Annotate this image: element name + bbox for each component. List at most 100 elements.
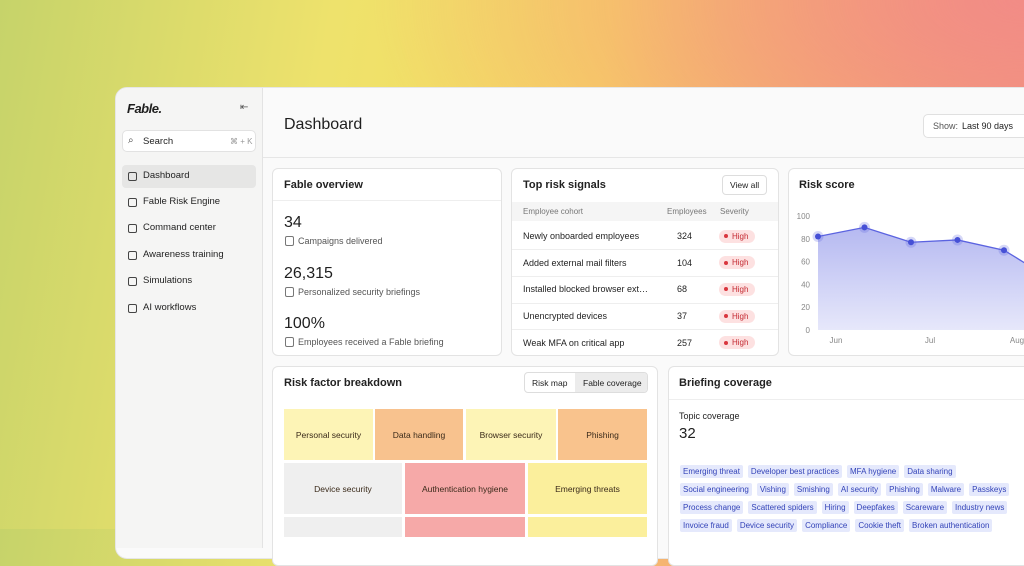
nav-item[interactable]: AI workflows (143, 302, 197, 313)
tag-row: Invoice fraud Device security Compliance Co… (680, 519, 993, 532)
divider (273, 200, 501, 201)
topic-tag[interactable]: Compliance (802, 519, 851, 532)
treemap-cell[interactable]: Browser security (466, 409, 556, 460)
severity-badge (719, 282, 755, 296)
nav-item[interactable]: Awareness training (143, 249, 224, 260)
cohort: Installed blocked browser ext… (523, 284, 649, 295)
topic-tag[interactable]: Data sharing (904, 465, 956, 478)
topic-tag[interactable]: Deepfakes (853, 501, 898, 514)
severity-dot (724, 287, 728, 292)
search-placeholder: Search (143, 136, 174, 147)
sidebar (116, 88, 263, 548)
y-tick-label: 20 (801, 303, 810, 312)
area (818, 227, 1024, 330)
topic-tag[interactable]: Developer best practices (747, 465, 842, 478)
cohort: Unencrypted devices (523, 311, 608, 322)
topic-tag[interactable]: Hiring (821, 501, 849, 514)
row-divider (512, 249, 778, 251)
nav-icon (128, 172, 137, 181)
nav-item[interactable]: Command center (143, 222, 216, 233)
cohort: Weak MFA on critical app (523, 337, 625, 348)
stat-label: Employees received a Fable briefing (298, 337, 444, 347)
date-filter[interactable] (923, 114, 1024, 138)
stat-icon (285, 236, 294, 246)
severity-badge (719, 336, 755, 350)
treemap-cell[interactable]: Authentication hygiene (405, 463, 525, 514)
row-divider (512, 275, 778, 277)
nav-item[interactable]: Dashboard (143, 170, 190, 181)
y-tick-label: 40 (801, 280, 810, 289)
treemap-cell (528, 517, 647, 537)
treemap-cell (284, 517, 402, 537)
employee-count: 68 (677, 284, 688, 295)
topic-tag[interactable]: Invoice fraud (680, 519, 732, 532)
search-box[interactable] (122, 130, 256, 152)
filter-label: Show: (933, 121, 959, 131)
card-title: Risk factor breakdown (284, 377, 402, 389)
topic-tag[interactable]: Scattered spiders (748, 501, 817, 514)
topic-tag[interactable]: MFA hygiene (846, 465, 900, 478)
topic-tag[interactable]: Phishing (886, 483, 923, 496)
column-header: Employee cohort (523, 207, 584, 216)
treemap-cell (405, 517, 525, 537)
view-all-label: View all (730, 180, 760, 190)
line (817, 226, 1024, 264)
severity-badge (719, 229, 755, 243)
topic-tag[interactable]: Device security (736, 519, 798, 532)
tab[interactable]: Fable coverage (583, 378, 642, 388)
nav-selected (122, 165, 256, 188)
topic-tag[interactable]: Social engineering (680, 483, 752, 496)
severity-dot (724, 340, 728, 345)
cohort: Added external mail filters (523, 257, 627, 268)
topic-tag[interactable]: Malware (927, 483, 965, 496)
tag-row: Emerging threat Developer best practices M… (680, 465, 956, 478)
stat-label: Campaigns delivered (298, 236, 383, 246)
nav-item[interactable]: Simulations (143, 275, 193, 286)
topic-tag[interactable]: Scareware (902, 501, 948, 514)
topic-tag[interactable]: Emerging threat (680, 465, 743, 478)
topic-tag[interactable]: Broken authentication (909, 519, 993, 532)
column-header: Severity (720, 207, 749, 216)
point (861, 224, 868, 231)
severity: High (732, 258, 749, 268)
severity-badge (719, 256, 755, 270)
card-title: Top risk signals (523, 179, 606, 191)
nav-icon (128, 304, 137, 313)
topic-tag[interactable]: Smishing (793, 483, 833, 496)
severity: High (732, 284, 749, 294)
topic-tag[interactable]: AI security (837, 483, 882, 496)
risk-chart: 0 20 40 60 80 100 Jun Jul Aug (797, 212, 1024, 345)
stat-icon (285, 286, 294, 297)
topic-count: 32 (679, 425, 696, 442)
x-tick-label: Jun (830, 336, 843, 345)
treemap-cell[interactable]: Data handling (375, 409, 463, 460)
y-tick-label: 0 (806, 326, 811, 335)
x-tick-label: Jul (925, 336, 935, 345)
treemap-cell[interactable]: Phishing (558, 409, 647, 460)
x-tick-label: Aug (1010, 336, 1024, 345)
topic-tag[interactable]: Industry news (952, 501, 1008, 514)
point (908, 239, 914, 246)
divider (669, 399, 1024, 400)
topic-tag[interactable]: Vishing (756, 483, 789, 496)
view-all-button[interactable] (722, 175, 767, 195)
logo[interactable]: Fable. (127, 101, 162, 116)
topic-tag[interactable]: Passkeys (969, 483, 1010, 496)
header-divider (263, 157, 1024, 158)
treemap-cell[interactable]: Personal security (284, 409, 373, 460)
stat-icon (285, 337, 294, 347)
stat-value: 100% (284, 315, 325, 332)
topic-tag[interactable]: Cookie theft (855, 519, 905, 532)
treemap-cell[interactable]: Device security (284, 463, 402, 514)
collapse-button[interactable]: ⇤ (240, 102, 249, 113)
tab[interactable]: Risk map (532, 378, 568, 388)
severity-badge (719, 309, 755, 323)
active-tab-bg (575, 373, 647, 392)
card-title: Risk score (799, 179, 855, 191)
severity-dot (724, 314, 728, 319)
cohort: Newly onboarded employees (523, 231, 640, 241)
treemap-cell[interactable]: Emerging threats (528, 463, 647, 514)
nav-item[interactable]: Fable Risk Engine (143, 196, 221, 207)
topic-tag[interactable]: Process change (680, 501, 744, 514)
